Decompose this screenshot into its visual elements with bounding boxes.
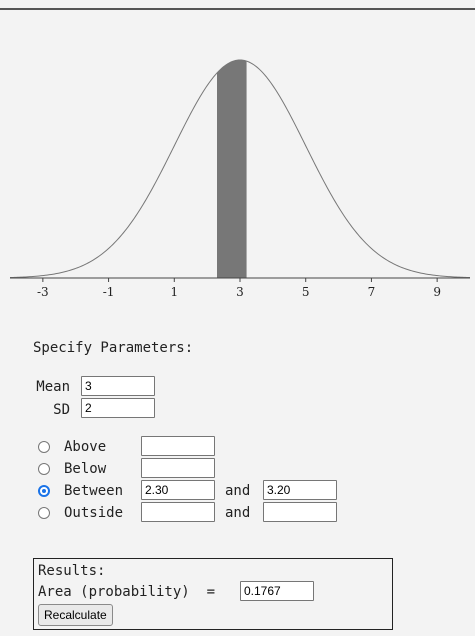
radio-outside[interactable]	[38, 507, 50, 519]
parameters-title: Specify Parameters:	[33, 340, 194, 356]
results-title: Results:	[38, 563, 106, 579]
option-label-between: Between	[64, 483, 124, 499]
option-label-above: Above	[64, 439, 107, 455]
sd-label: SD	[53, 402, 70, 418]
normal-distribution-chart: -3 -1 1 3 5 7 9	[9, 59, 471, 299]
x-tick-label: -1	[103, 285, 115, 299]
and-label-between: and	[225, 483, 251, 499]
x-tick-label: 5	[302, 285, 310, 299]
density-curve	[9, 59, 471, 279]
x-tick-label: -3	[37, 285, 49, 299]
option-label-outside: Outside	[64, 505, 124, 521]
between-lower-input[interactable]	[141, 480, 215, 500]
sd-input[interactable]	[81, 398, 155, 418]
mean-label: Mean	[36, 379, 70, 395]
radio-between[interactable]	[38, 485, 50, 497]
x-tick-label: 3	[236, 285, 244, 299]
and-label-outside: and	[225, 505, 251, 521]
above-value-input[interactable]	[141, 436, 215, 456]
recalculate-button[interactable]: Recalculate	[38, 604, 113, 626]
option-label-below: Below	[64, 461, 107, 477]
results-panel: Results: Area (probability) = Recalculat…	[33, 558, 393, 630]
shaded-probability-area	[217, 60, 247, 278]
mean-input[interactable]	[81, 376, 155, 396]
area-value-field[interactable]	[240, 581, 314, 601]
x-tick-label: 7	[368, 285, 376, 299]
radio-below[interactable]	[38, 463, 50, 475]
below-value-input[interactable]	[141, 458, 215, 478]
x-tick-label: 9	[433, 285, 441, 299]
outside-upper-input[interactable]	[263, 502, 337, 522]
x-tick-label: 1	[170, 285, 178, 299]
radio-above[interactable]	[38, 441, 50, 453]
outside-lower-input[interactable]	[141, 502, 215, 522]
top-border	[0, 8, 475, 10]
area-probability-label: Area (probability) =	[38, 584, 216, 600]
between-upper-input[interactable]	[263, 480, 337, 500]
